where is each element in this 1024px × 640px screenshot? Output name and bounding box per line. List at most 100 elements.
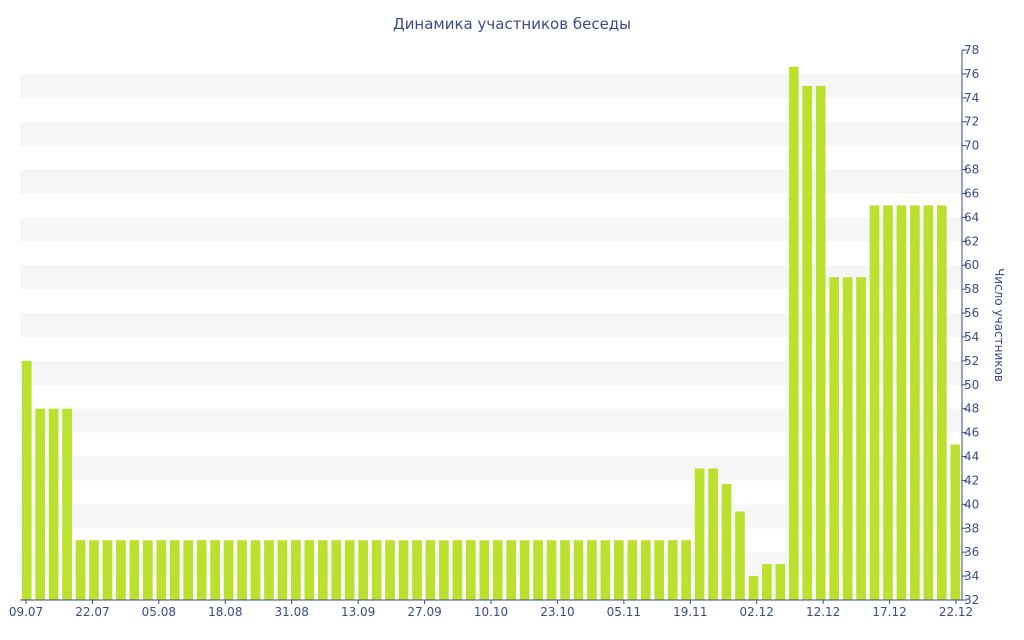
bar — [62, 408, 72, 600]
bar — [183, 540, 194, 600]
bar — [694, 468, 705, 600]
y-tick-label: 72 — [964, 115, 979, 129]
y-tick-label: 60 — [964, 258, 979, 272]
bar — [210, 540, 220, 600]
grid-band — [20, 73, 962, 98]
chart-title: Динамика участников беседы — [393, 15, 631, 33]
x-tick-label: 27.09 — [407, 605, 441, 619]
x-tick-label: 23.10 — [540, 605, 574, 619]
x-tick-label: 05.08 — [142, 605, 176, 619]
bar — [142, 540, 153, 600]
grid-band — [20, 313, 962, 337]
y-tick-label: 32 — [964, 593, 979, 607]
bar — [856, 277, 866, 600]
bar — [465, 540, 476, 600]
bar — [156, 540, 167, 600]
bar — [237, 540, 247, 600]
x-tick-label: 19.11 — [673, 605, 707, 619]
bar — [681, 540, 691, 600]
grid-band — [20, 408, 962, 433]
bar — [439, 540, 449, 600]
bar — [35, 408, 46, 600]
bar — [479, 540, 490, 600]
bar — [708, 468, 718, 600]
y-tick-label: 36 — [964, 545, 979, 559]
y-tick-label: 50 — [964, 378, 979, 392]
x-tick-label: 09.07 — [9, 605, 43, 619]
bar — [344, 540, 355, 600]
grid-band — [20, 265, 962, 290]
bar — [21, 360, 32, 600]
bar — [452, 540, 463, 600]
bar — [169, 540, 180, 600]
y-tick-label: 62 — [964, 234, 979, 248]
bar — [721, 484, 732, 600]
bar — [371, 540, 382, 600]
grid-band — [20, 121, 962, 146]
bar — [667, 540, 678, 600]
bar — [102, 540, 113, 600]
bar — [398, 540, 409, 600]
bar — [950, 444, 961, 600]
y-tick-label: 76 — [964, 67, 979, 81]
bar — [546, 540, 557, 600]
bar — [425, 540, 436, 600]
bar — [116, 540, 126, 600]
bar — [196, 540, 207, 600]
bars — [21, 66, 961, 600]
bar — [829, 277, 840, 600]
bar — [869, 205, 880, 600]
x-tick-label: 13.09 — [341, 605, 375, 619]
y-tick-label: 66 — [964, 186, 979, 200]
bar — [815, 85, 826, 600]
bar — [412, 540, 422, 600]
bar — [304, 540, 315, 600]
x-tick-label: 22.12 — [939, 605, 973, 619]
y-tick-label: 44 — [964, 450, 979, 464]
bar — [896, 205, 907, 600]
bar — [358, 540, 369, 600]
bar — [573, 540, 584, 600]
bar — [506, 540, 517, 600]
grid-bands — [20, 73, 962, 577]
bar — [936, 205, 947, 600]
bar — [883, 205, 893, 600]
x-tick-label: 22.07 — [75, 605, 109, 619]
x-tick-label: 10.10 — [474, 605, 508, 619]
bar — [640, 540, 651, 600]
y-tick-label: 46 — [964, 426, 979, 440]
bar — [735, 511, 745, 600]
x-tick-label: 02.12 — [740, 605, 774, 619]
bar — [613, 540, 624, 600]
x-tick-label: 12.12 — [806, 605, 840, 619]
bar — [89, 540, 99, 600]
bar — [533, 540, 543, 600]
bar — [519, 540, 530, 600]
y-tick-label: 52 — [964, 354, 979, 368]
y-axis-ticks: 32 34 36 38 40 42 44 46 48 50 52 54 56 58 60 62 64 66 68 70… — [962, 43, 979, 607]
bar — [627, 540, 638, 600]
y-tick-label: 48 — [964, 402, 979, 416]
x-axis-ticks: 09.07 22.07 05.08 18.08 31.08 13.09 27.09 10.10… — [9, 600, 973, 619]
bar — [748, 576, 759, 600]
y-tick-label: 78 — [964, 43, 979, 57]
x-tick-label: 05.11 — [607, 605, 641, 619]
x-tick-label: 18.08 — [208, 605, 242, 619]
grid-band — [20, 456, 962, 481]
bar — [788, 66, 799, 600]
y-tick-label: 42 — [964, 473, 979, 487]
bar — [277, 540, 288, 600]
y-tick-label: 56 — [964, 306, 979, 320]
x-tick-label: 31.08 — [275, 605, 309, 619]
grid-band — [20, 360, 962, 385]
bar — [331, 540, 342, 600]
bar — [910, 205, 920, 600]
bar — [317, 540, 328, 600]
y-tick-label: 68 — [964, 163, 979, 177]
bar — [923, 205, 934, 600]
bar — [75, 540, 86, 600]
bar — [842, 277, 853, 600]
y-tick-label: 54 — [964, 330, 979, 344]
x-tick-label: 17.12 — [872, 605, 906, 619]
